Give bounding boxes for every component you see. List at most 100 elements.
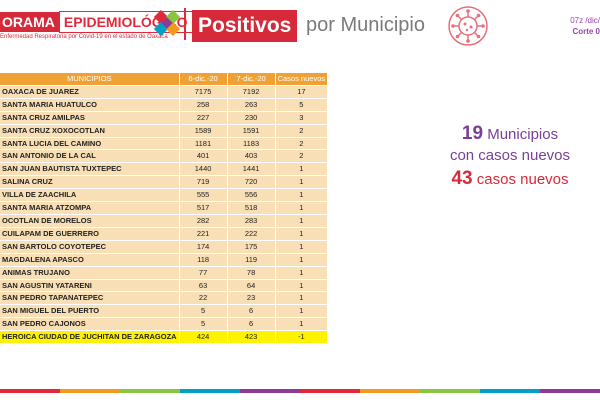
casos-nuevos-cell: 5 [274, 98, 328, 112]
dec7-cell: 6 [226, 317, 276, 332]
dec7-cell: 7192 [226, 85, 276, 99]
municipio-cell: SANTA CRUZ AMILPAS [0, 111, 180, 125]
casos-nuevos-cell: 1 [274, 201, 328, 215]
casos-nuevos-cell: 1 [274, 175, 328, 190]
table-row: SANTA MARIA HUATULCO 258 263 5 [0, 98, 328, 112]
table-row: ANIMAS TRUJANO 77 78 1 [0, 266, 328, 280]
table-row: SANTA MARIA ATZOMPA 517 518 1 [0, 201, 328, 215]
table-row: SANTA LUCIA DEL CAMINO 1181 1183 2 [0, 137, 328, 151]
dec6-cell: 227 [178, 111, 228, 125]
municipios-count: 19 [461, 123, 484, 144]
dec6-cell: 5 [178, 317, 228, 332]
casos-nuevos-cell: 1 [274, 240, 328, 254]
summary-municipios: 19 Municipios [420, 123, 600, 145]
header-divider [184, 8, 186, 40]
dec7-cell: 6 [226, 304, 276, 319]
colorful-x-logo-icon [154, 10, 180, 36]
dec7-cell: 230 [226, 111, 276, 125]
dec7-cell: 720 [226, 175, 276, 190]
municipio-cell: SAN PEDRO TAPANATEPEC [0, 291, 180, 306]
casos-nuevos-cell: 1 [274, 162, 328, 177]
casos-nuevos-cell: -1 [274, 330, 328, 345]
header: ORAMA EPIDEMIOLÓGICO Enfermedad Respirat… [0, 0, 600, 58]
table-row: SANTA CRUZ XOXOCOTLAN 1589 1591 2 [0, 124, 328, 138]
table-header-row: MUNICIPIOS 6-dic.-20 7-dic.-20 Casos nue… [0, 73, 328, 86]
dec7-cell: 119 [226, 253, 276, 267]
summary-panel: 19 Municipios con casos nuevos 43 casos … [420, 123, 600, 190]
table-row: SANTA CRUZ AMILPAS 227 230 3 [0, 111, 328, 125]
municipio-cell: SAN BARTOLO COYOTEPEC [0, 240, 180, 254]
table-row: SAN BARTOLO COYOTEPEC 174 175 1 [0, 240, 328, 254]
municipio-cell: SALINA CRUZ [0, 175, 180, 190]
casos-nuevos-cell: 2 [274, 149, 328, 164]
title-highlight: Positivos [192, 10, 298, 42]
dec6-cell: 22 [178, 291, 228, 306]
table-row: SAN JUAN BAUTISTA TUXTEPEC 1440 1441 1 [0, 162, 328, 177]
municipio-cell: SAN JUAN BAUTISTA TUXTEPEC [0, 162, 180, 177]
municipio-cell: MAGDALENA APASCO [0, 253, 180, 267]
casos-nuevos-cell: 1 [274, 266, 328, 280]
dec6-cell: 517 [178, 201, 228, 215]
casos-nuevos-cell: 1 [274, 304, 328, 319]
dec7-cell: 263 [226, 98, 276, 112]
dec6-cell: 282 [178, 214, 228, 228]
date-corner: 07z /dic/ Corte 0 [570, 16, 600, 36]
dec7-cell: 23 [226, 291, 276, 306]
table-row: SAN MIGUEL DEL PUERTO 5 6 1 [0, 304, 328, 319]
table-row: SAN PEDRO TAPANATEPEC 22 23 1 [0, 291, 328, 306]
casos-nuevos-cell: 2 [274, 137, 328, 151]
col-header-7dic: 7-dic.-20 [226, 73, 276, 86]
dec7-cell: 175 [226, 240, 276, 254]
summary-casos: 43 casos nuevos [420, 168, 600, 190]
dec6-cell: 1440 [178, 162, 228, 177]
summary-con-casos: con casos nuevos [449, 147, 571, 164]
col-header-casos-nuevos: Casos nuevos [274, 73, 328, 86]
dec7-cell: 78 [226, 266, 276, 280]
dec6-cell: 424 [178, 330, 228, 345]
municipio-cell: SANTA MARIA HUATULCO [0, 98, 180, 112]
table-body: OAXACA DE JUAREZ 7175 7192 17 SANTA MARIA HU… [0, 85, 328, 345]
dec6-cell: 1181 [178, 137, 228, 151]
dec7-cell: 423 [226, 330, 276, 345]
corner-date: 07z /dic/ [570, 16, 600, 25]
dec6-cell: 719 [178, 175, 228, 190]
municipio-cell: SAN AGUSTIN YATARENI [0, 279, 180, 293]
municipio-cell: CUILAPAM DE GUERRERO [0, 227, 180, 241]
table-row: VILLA DE ZAACHILA 555 556 1 [0, 188, 328, 203]
table-row: OCOTLAN DE MORELOS 282 283 1 [0, 214, 328, 228]
col-header-municipios: MUNICIPIOS [0, 73, 180, 86]
table-row: OAXACA DE JUAREZ 7175 7192 17 [0, 85, 328, 99]
table-row: SAN AGUSTIN YATARENI 63 64 1 [0, 279, 328, 293]
brand-subtitle: Enfermedad Respiratoria por Covid-19 en … [0, 34, 168, 40]
municipio-cell: SANTA LUCIA DEL CAMINO [0, 137, 180, 151]
dec7-cell: 1591 [226, 124, 276, 138]
dec6-cell: 258 [178, 98, 228, 112]
dec7-cell: 1183 [226, 137, 276, 151]
municipios-label: Municipios [487, 126, 559, 143]
dec6-cell: 555 [178, 188, 228, 203]
dec7-cell: 64 [226, 279, 276, 293]
casos-nuevos-cell: 2 [274, 124, 328, 138]
municipio-cell: VILLA DE ZAACHILA [0, 188, 180, 203]
municipio-cell: OCOTLAN DE MORELOS [0, 214, 180, 228]
table-row: SALINA CRUZ 719 720 1 [0, 175, 328, 190]
corner-cut: Corte 0 [572, 27, 600, 36]
municipio-cell: SANTA CRUZ XOXOCOTLAN [0, 124, 180, 138]
municipio-cell: SANTA MARIA ATZOMPA [0, 201, 180, 215]
cases-count: 43 [451, 168, 473, 189]
dec6-cell: 118 [178, 253, 228, 267]
dec6-cell: 63 [178, 279, 228, 293]
dec6-cell: 174 [178, 240, 228, 254]
cases-label: casos nuevos [476, 171, 569, 188]
casos-nuevos-cell: 3 [274, 111, 328, 125]
dec6-cell: 7175 [178, 85, 228, 99]
municipio-cell: HEROICA CIUDAD DE JUCHITAN DE ZARAGOZA [0, 330, 180, 345]
table-row: MAGDALENA APASCO 118 119 1 [0, 253, 328, 267]
casos-nuevos-cell: 1 [274, 279, 328, 293]
dec6-cell: 1589 [178, 124, 228, 138]
dec7-cell: 518 [226, 201, 276, 215]
casos-nuevos-cell: 1 [274, 188, 328, 203]
municipio-cell: OAXACA DE JUAREZ [0, 85, 180, 99]
dec6-cell: 401 [178, 149, 228, 164]
casos-nuevos-cell: 1 [274, 227, 328, 241]
